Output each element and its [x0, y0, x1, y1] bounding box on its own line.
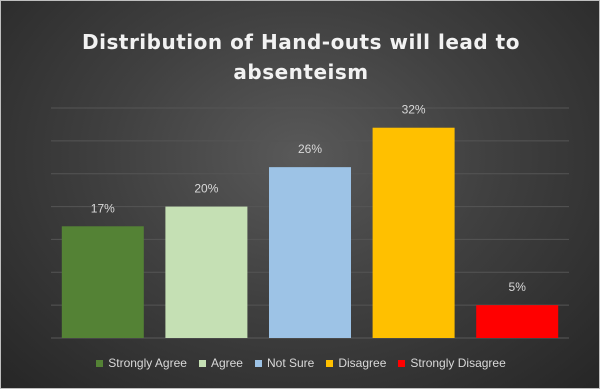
- legend-label: Disagree: [338, 356, 387, 370]
- chart-title: Distribution of Hand-outs will lead to a…: [82, 30, 520, 84]
- legend-item-agree: Agree: [198, 356, 243, 370]
- legend-swatch: [96, 359, 104, 367]
- bar-strongly-disagree: [476, 305, 559, 338]
- bar-not-sure: [269, 167, 351, 338]
- legend-item-not-sure: Not Sure: [254, 356, 315, 370]
- data-label: 5%: [509, 280, 527, 294]
- legend-label: Not Sure: [266, 356, 315, 370]
- legend-item-strongly-agree: Strongly Agree: [96, 356, 187, 370]
- data-label: 20%: [194, 182, 218, 196]
- legend-swatch: [254, 359, 262, 367]
- bar-disagree: [372, 127, 455, 338]
- bar-agree: [165, 206, 248, 338]
- data-label: 26%: [298, 142, 322, 156]
- legend-item-disagree: Disagree: [326, 356, 386, 370]
- data-label: 17%: [91, 201, 115, 215]
- legend-swatch: [198, 359, 206, 367]
- bar-strongly-agree: [61, 226, 144, 338]
- legend-swatch: [326, 359, 334, 367]
- legend-label: Agree: [210, 356, 243, 370]
- data-label: 32%: [402, 103, 426, 117]
- legend-item-strongly-disagree: Strongly Disagree: [398, 356, 506, 370]
- legend: Strongly Agree Agree Not Sure Disagree Stron…: [1, 353, 600, 373]
- legend-label: Strongly Agree: [108, 356, 187, 370]
- legend-swatch: [398, 359, 406, 367]
- legend-label: Strongly Disagree: [410, 356, 506, 370]
